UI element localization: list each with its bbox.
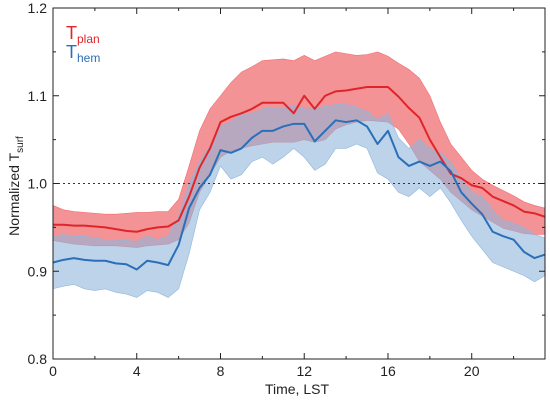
legend-entry-plan-main: T	[66, 23, 77, 43]
series-lines	[52, 85, 546, 271]
x-axis-label: Time, LST	[265, 381, 329, 397]
legend-entry-hem-sub: hem	[77, 51, 100, 65]
x-tick-label: 8	[217, 363, 225, 379]
band-hem	[52, 104, 546, 298]
legend-entry-plan: Tplan	[66, 23, 100, 46]
y-axis-label-sub: surf	[15, 136, 26, 153]
y-tick-label: 0.9	[28, 263, 48, 279]
x-tick-label: 16	[380, 363, 396, 379]
x-tick-label: 12	[296, 363, 312, 379]
confidence-bands	[52, 51, 546, 298]
y-tick-label: 0.8	[28, 351, 48, 367]
legend-entry-hem: Them	[66, 42, 100, 65]
y-tick-label: 1.0	[28, 176, 48, 192]
legend: Tplan Them	[66, 23, 100, 65]
y-tick-label: 1.2	[28, 0, 48, 16]
legend-entry-hem-main: T	[66, 42, 77, 62]
y-axis-label-main: Normalized T	[6, 152, 22, 235]
line-hem	[52, 119, 546, 271]
x-tick-label: 4	[133, 363, 141, 379]
x-axis-ticks: 0 4 8 12 16 20	[49, 8, 515, 379]
y-axis-ticks: 0.8 0.9 1.0 1.1 1.2	[28, 0, 545, 367]
x-tick-label: 0	[49, 363, 57, 379]
line-plan	[53, 85, 546, 233]
x-tick-label: 20	[464, 363, 480, 379]
legend-entry-plan-sub: plan	[77, 32, 100, 46]
y-tick-label: 1.1	[28, 88, 48, 104]
y-axis-label: Normalized Tsurf	[6, 136, 26, 236]
